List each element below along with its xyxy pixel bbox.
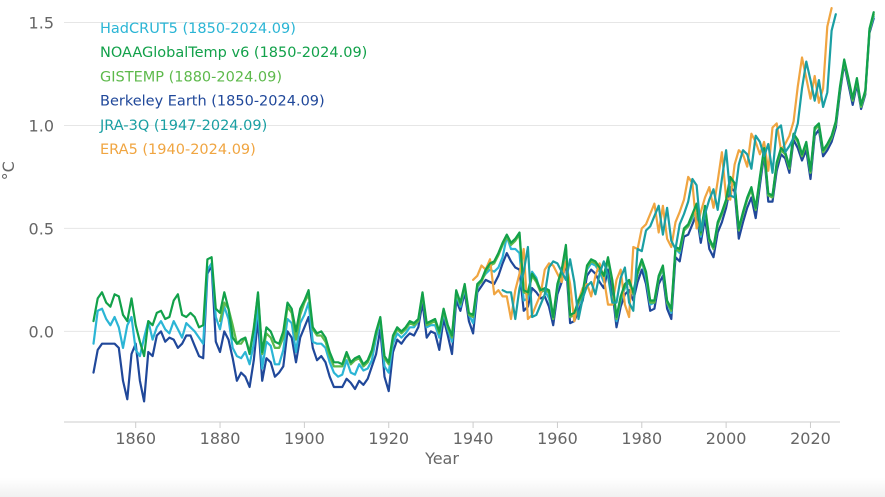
y-axis-title: °C — [0, 161, 18, 180]
x-tick-label: 1920 — [368, 429, 409, 448]
legend-entry: ERA5 (1940-2024.09) — [100, 142, 256, 158]
x-tick-label: 1960 — [537, 429, 578, 448]
y-tick-label: 0.0 — [29, 322, 54, 341]
x-tick-label: 2000 — [706, 429, 747, 448]
x-tick-label: 1860 — [115, 429, 156, 448]
legend-entry: JRA-3Q (1947-2024.09) — [99, 118, 267, 134]
series-line-noaaglobaltemp-v6 — [92, 11, 875, 366]
series-layer — [92, 7, 875, 403]
y-tick-label: 1.5 — [29, 13, 54, 32]
x-axis-title: Year — [424, 449, 459, 468]
x-tick-label: 2020 — [790, 429, 831, 448]
x-tick-label: 1980 — [621, 429, 662, 448]
legend-entry: Berkeley Earth (1850-2024.09) — [100, 94, 325, 110]
series-line-jra-3q — [501, 13, 837, 321]
bottom-fade-bar — [0, 478, 885, 497]
axis-layer: Year °C 1860 1880 1900 1920 1940 1960 1980 2000… — [0, 161, 840, 468]
x-tick-label: 1900 — [284, 429, 325, 448]
legend-entry: NOAAGlobalTemp v6 (1850-2024.09) — [100, 45, 367, 61]
legend: HadCRUT5 (1850-2024.09) NOAAGlobalTemp v6… — [99, 21, 367, 158]
series-line-gistemp — [218, 13, 875, 368]
legend-entry: GISTEMP (1880-2024.09) — [100, 69, 282, 85]
series-line-berkeley-earth — [92, 17, 875, 403]
grid-layer: 0.0 0.5 1.0 1.5 — [29, 13, 840, 341]
x-tick-label: 1880 — [200, 429, 241, 448]
y-tick-label: 1.0 — [29, 116, 54, 135]
y-tick-label: 0.5 — [29, 219, 54, 238]
x-tick-label: 1940 — [453, 429, 494, 448]
legend-entry: HadCRUT5 (1850-2024.09) — [100, 21, 296, 37]
